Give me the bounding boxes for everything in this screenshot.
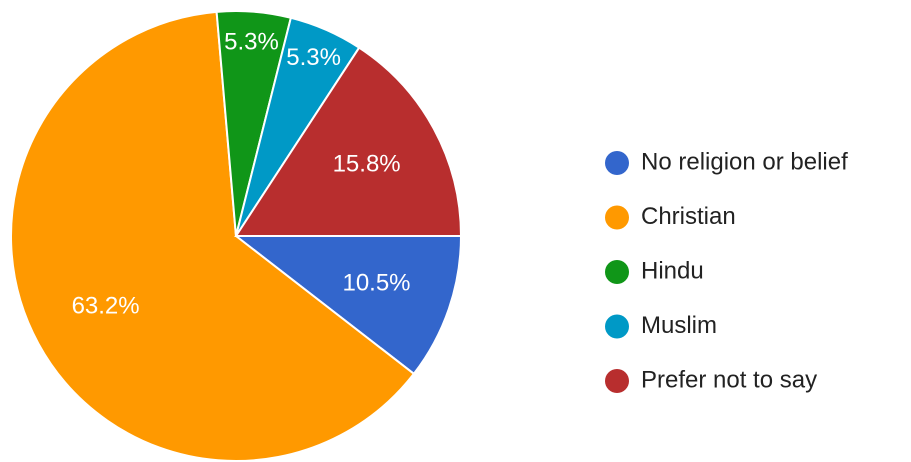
legend-marker xyxy=(605,314,629,339)
slice-label: 15.8% xyxy=(333,151,401,178)
legend-label: Prefer not to say xyxy=(641,366,817,393)
pie-slice xyxy=(233,235,463,376)
legend-label: Hindu xyxy=(641,257,704,284)
legend-marker xyxy=(605,151,629,175)
slice-label: 5.3% xyxy=(224,28,279,55)
pie-slice xyxy=(234,46,463,237)
slice-label: 5.3% xyxy=(286,44,341,71)
legend-label: Muslim xyxy=(641,312,717,339)
legend-marker xyxy=(605,369,629,393)
legend-label: No religion or belief xyxy=(641,148,848,175)
slice-label: 10.5% xyxy=(342,269,410,296)
legend-label: Christian xyxy=(641,203,736,230)
legend-marker xyxy=(605,205,629,230)
legend-marker xyxy=(605,260,629,284)
pie-slice xyxy=(10,10,416,462)
slice-label: 63.2% xyxy=(72,292,140,319)
